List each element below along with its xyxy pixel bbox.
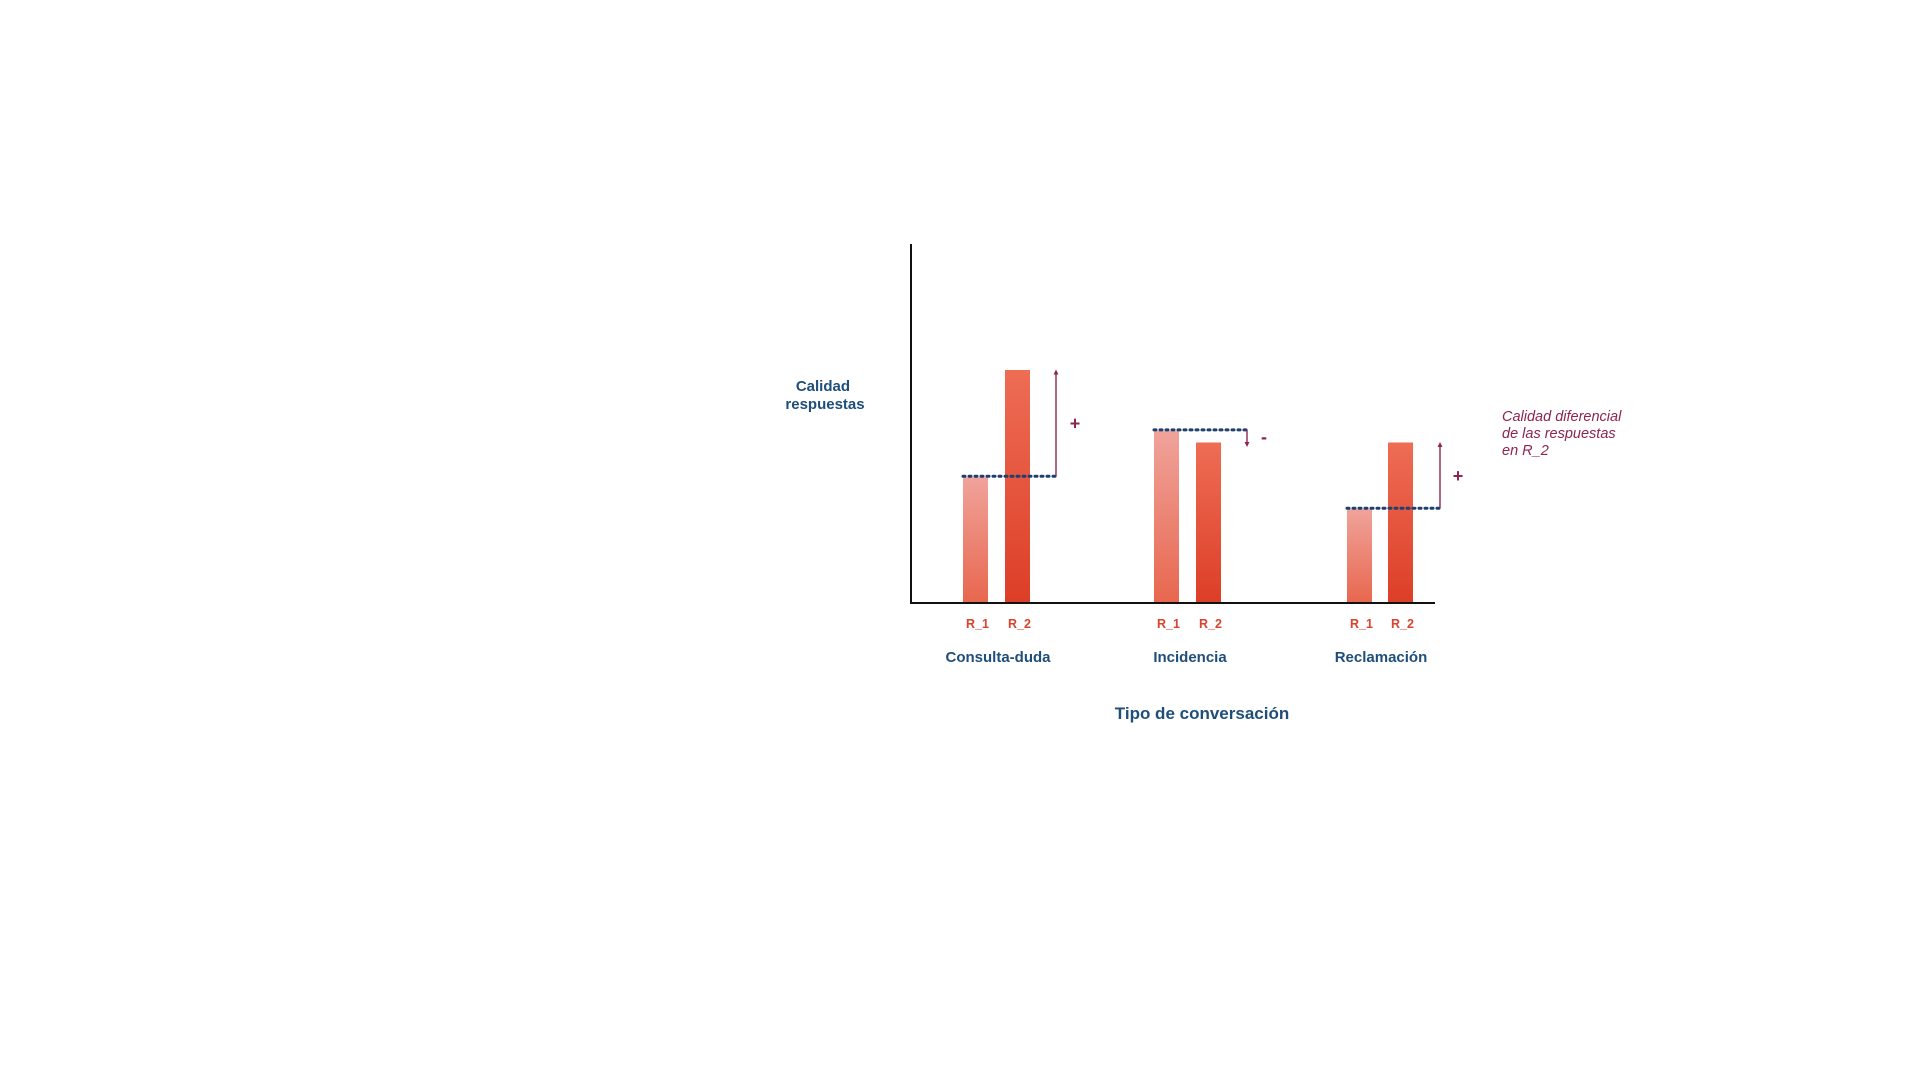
series-label-r_1-1: R_1 (966, 617, 989, 631)
difference-sign-3: + (1453, 466, 1464, 486)
series-label-r_1-3: R_1 (1350, 617, 1373, 631)
annotation-label: Calidad diferencial de las respuestas en… (1502, 409, 1625, 459)
x-axis-label: Tipo de conversación (1115, 704, 1289, 723)
difference-markers-group: + - + (961, 369, 1464, 510)
series-label-r_1-2: R_1 (1157, 617, 1180, 631)
y-axis-label: Calidad respuestas (785, 378, 864, 413)
bar-r_1-3 (1347, 509, 1372, 602)
bar-r_1-2 (1154, 430, 1179, 602)
bar-r_2-1 (1005, 370, 1030, 602)
category-label-3: Reclamación (1335, 649, 1428, 666)
x-tick-labels: R_1 R_2 Consulta-duda R_1 R_2 Incidencia R_1 R_… (946, 617, 1428, 666)
bar-r_1-1 (963, 477, 988, 602)
bar-r_2-3 (1388, 442, 1413, 602)
bar-r_2-2 (1196, 442, 1221, 602)
bars-group (963, 370, 1413, 602)
annotation-line-1: Calidad diferencial (1502, 409, 1622, 425)
category-label-2: Incidencia (1153, 649, 1227, 666)
difference-sign-1: + (1070, 414, 1081, 434)
series-label-r_2-1: R_2 (1008, 617, 1031, 631)
category-label-1: Consulta-duda (946, 649, 1052, 666)
annotation-line-3: en R_2 (1502, 443, 1549, 459)
annotation-line-2: de las respuestas (1502, 426, 1616, 442)
series-label-r_2-3: R_2 (1391, 617, 1414, 631)
series-label-r_2-2: R_2 (1199, 617, 1222, 631)
y-axis-label-line-2: respuestas (785, 396, 864, 413)
difference-sign-2: - (1261, 427, 1267, 447)
y-axis-label-line-1: Calidad (796, 378, 850, 395)
